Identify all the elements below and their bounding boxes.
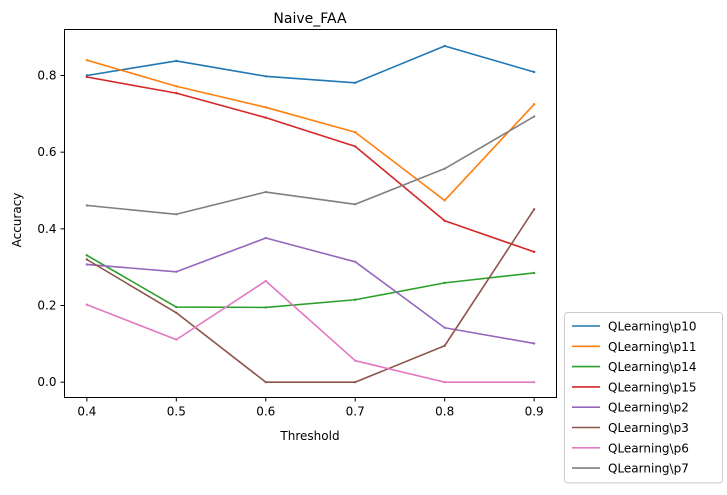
data-point: [85, 204, 89, 207]
series-layer: [85, 44, 536, 384]
data-point: [175, 305, 178, 309]
series-4: [85, 236, 536, 345]
data-point: [175, 270, 178, 273]
series-2: [85, 254, 536, 309]
data-point: [443, 326, 446, 329]
data-point: [443, 281, 446, 285]
y-tick-label: 0.6: [37, 145, 56, 159]
legend-item: QLearning\p7: [572, 462, 689, 476]
series-line: [85, 208, 536, 383]
y-tick-label: 0.0: [37, 375, 56, 389]
series-3: [85, 75, 536, 254]
legend: QLearning\p10 QLearning\p11 QLearning\p14 Q…: [564, 312, 723, 484]
data-point: [264, 306, 267, 309]
legend-item: QLearning\p14: [572, 360, 696, 374]
data-point: [175, 338, 178, 341]
legend-label: QLearning\p14: [608, 360, 696, 374]
legend-item: QLearning\p3: [572, 421, 689, 435]
x-tick-label: 0.8: [435, 405, 454, 419]
data-point: [85, 58, 89, 62]
series-line: [85, 76, 536, 253]
data-point: [443, 380, 446, 384]
data-point: [264, 190, 267, 194]
data-point: [354, 145, 357, 148]
data-point: [443, 199, 446, 202]
legend-item: QLearning\p10: [572, 320, 696, 334]
legend-label: QLearning\p3: [608, 421, 689, 435]
x-tick-label: 0.9: [525, 405, 544, 419]
data-point: [85, 263, 89, 266]
data-point: [532, 250, 536, 254]
data-point: [264, 236, 267, 240]
data-point: [85, 75, 89, 79]
chart-title: Naive_FAA: [273, 11, 347, 27]
data-point: [532, 271, 536, 275]
x-tick-label: 0.7: [346, 405, 365, 419]
series-line: [85, 45, 536, 84]
data-point: [443, 219, 446, 222]
legend-item: QLearning\p11: [572, 340, 696, 354]
data-point: [443, 44, 446, 48]
data-point: [532, 103, 536, 106]
series-0: [85, 44, 536, 84]
legend-item: QLearning\p2: [572, 401, 689, 415]
data-point: [264, 75, 267, 78]
plot-frame: [64, 29, 557, 398]
series-line: [85, 59, 536, 202]
data-point: [443, 167, 446, 170]
data-point: [354, 81, 357, 84]
ticks-layer: 0.4 0.5 0.6 0.7 0.8 0.9 0.0 0.2 0.4 0.6 0.8: [37, 69, 543, 419]
data-point: [85, 254, 89, 257]
y-axis-label: Accuracy: [10, 193, 24, 248]
data-point: [532, 380, 536, 384]
data-point: [264, 380, 267, 384]
data-point: [532, 70, 536, 74]
data-point: [85, 303, 89, 306]
series-line: [85, 115, 536, 216]
series-line: [85, 280, 535, 383]
data-point: [85, 258, 89, 261]
x-tick-label: 0.6: [256, 405, 275, 419]
x-tick-label: 0.4: [77, 405, 96, 419]
y-tick-label: 0.4: [37, 222, 56, 236]
y-tick-label: 0.2: [37, 299, 56, 313]
data-point: [532, 342, 536, 345]
legend-label: QLearning\p11: [608, 340, 696, 354]
series-line: [85, 254, 536, 309]
data-point: [354, 359, 357, 362]
data-point: [443, 344, 446, 347]
data-point: [532, 115, 536, 118]
legend-label: QLearning\p6: [608, 441, 689, 455]
data-point: [175, 85, 178, 88]
data-point: [175, 213, 178, 216]
series-line: [85, 237, 536, 345]
legend-label: QLearning\p7: [608, 462, 689, 476]
data-point: [354, 380, 357, 384]
data-point: [175, 311, 178, 314]
x-axis-label: Threshold: [279, 429, 339, 443]
data-point: [264, 116, 267, 119]
data-point: [532, 208, 536, 211]
data-point: [175, 59, 178, 63]
legend-label: QLearning\p10: [608, 320, 696, 334]
legend-item: QLearning\p15: [572, 380, 696, 394]
series-7: [85, 115, 536, 216]
data-point: [354, 260, 357, 263]
y-tick-label: 0.8: [37, 69, 56, 83]
series-1: [85, 58, 536, 202]
legend-item: QLearning\p6: [572, 441, 689, 455]
series-5: [85, 208, 536, 384]
legend-label: QLearning\p15: [608, 380, 696, 394]
series-6: [85, 279, 536, 384]
data-point: [264, 279, 267, 283]
x-tick-label: 0.5: [167, 405, 186, 419]
data-point: [354, 203, 357, 206]
data-point: [354, 131, 357, 134]
legend-box: [564, 312, 723, 484]
data-point: [354, 298, 357, 301]
data-point: [175, 91, 178, 95]
data-point: [264, 106, 267, 109]
legend-label: QLearning\p2: [608, 401, 689, 415]
